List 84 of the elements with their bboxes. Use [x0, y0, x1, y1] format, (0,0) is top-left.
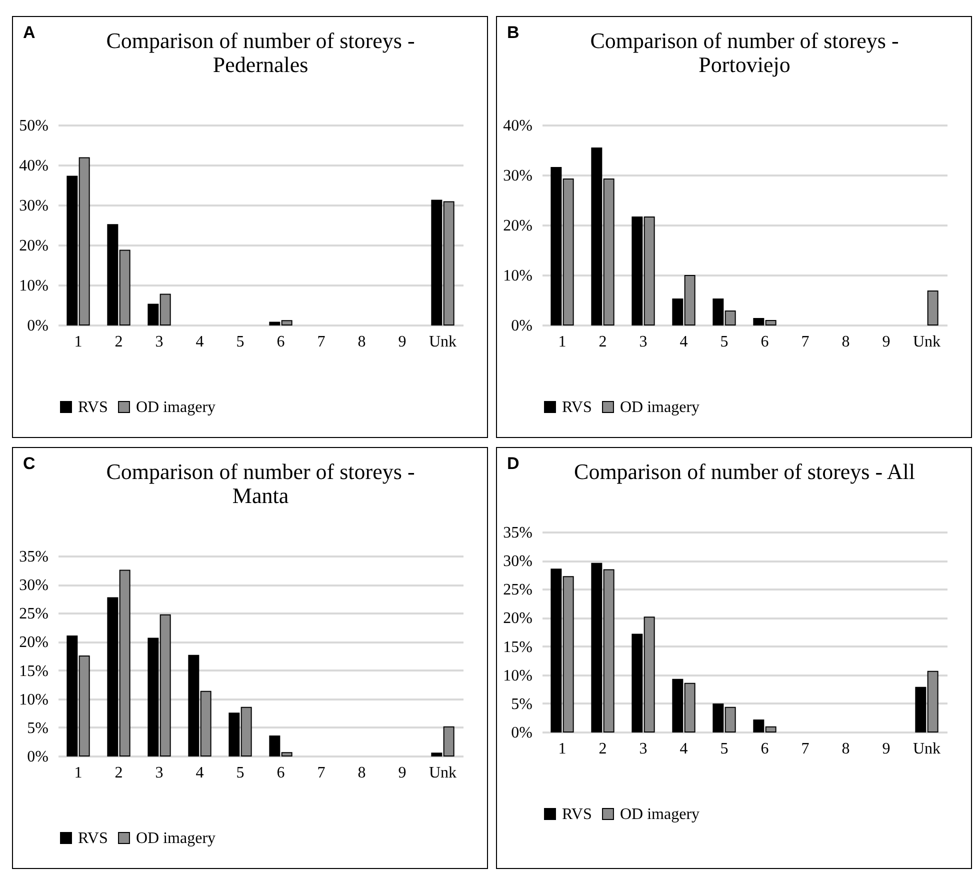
- x-tick-label: Unk: [428, 334, 457, 350]
- y-tick-label: 40%: [503, 118, 532, 134]
- x-tick-label: 2: [598, 334, 607, 350]
- y-tick-label: 30%: [503, 168, 532, 184]
- legend-label: RVS: [562, 399, 592, 416]
- text: B: [507, 23, 520, 43]
- y-tick-label: 30%: [503, 553, 532, 570]
- x-tick-label: 6: [276, 334, 285, 350]
- x-tick-label: Unk: [912, 740, 941, 758]
- x-tick-label: 1: [558, 740, 566, 758]
- x-tick-label: 1: [74, 764, 82, 782]
- x-tick-label: 8: [842, 740, 850, 758]
- chart-title: Comparison of number of storeys - Pedernales: [106, 28, 415, 77]
- legend-label: RVS: [78, 399, 108, 416]
- x-tick-label: 8: [358, 334, 366, 350]
- text: C: [23, 454, 36, 474]
- x-tick-label: 7: [801, 334, 810, 350]
- x-tick-label: 1: [74, 334, 82, 350]
- y-tick-label: 30%: [19, 198, 48, 214]
- x-tick-label: 6: [276, 764, 285, 782]
- legend-label: RVS: [562, 806, 592, 823]
- x-tick-label: 8: [842, 334, 850, 350]
- x-tick-label: 5: [720, 334, 728, 350]
- legend-label: OD imagery: [136, 830, 216, 847]
- y-tick-label: 5%: [27, 720, 48, 737]
- bar: [927, 290, 938, 326]
- x-tick-label: Unk: [912, 334, 941, 350]
- y-tick-label: 10%: [19, 691, 48, 708]
- x-tick-label: 2: [114, 764, 123, 782]
- x-tick-label: Unk: [428, 764, 457, 782]
- x-tick-label: 4: [680, 740, 688, 758]
- x-tick-label: 3: [639, 740, 648, 758]
- y-tick-label: 25%: [503, 582, 532, 599]
- y-tick-label: 0%: [27, 318, 48, 334]
- y-tick-label: 40%: [19, 158, 48, 174]
- y-tick-label: 5%: [511, 696, 532, 713]
- y-tick-label: 20%: [19, 634, 48, 652]
- legend-label: OD imagery: [620, 806, 700, 823]
- x-tick-label: 9: [398, 764, 406, 782]
- y-tick-label: 30%: [19, 577, 48, 594]
- x-tick-label: 7: [801, 740, 810, 758]
- x-tick-label: 9: [398, 334, 406, 350]
- y-tick-label: 0%: [511, 724, 532, 742]
- x-tick-label: 2: [598, 740, 607, 758]
- y-tick-label: 0%: [511, 318, 532, 334]
- y-tick-label: 25%: [19, 606, 48, 623]
- text: A: [23, 23, 36, 43]
- x-tick-label: 5: [236, 764, 244, 782]
- x-tick-label: 7: [317, 764, 326, 782]
- x-tick-label: 6: [760, 740, 769, 758]
- x-tick-label: 1: [558, 334, 566, 350]
- legend-label: OD imagery: [620, 399, 700, 416]
- y-tick-label: 20%: [19, 238, 48, 254]
- chart-title: Comparison of number of storeys - Portoviejo: [590, 28, 899, 77]
- legend-label: RVS: [78, 830, 108, 847]
- y-tick-label: 35%: [503, 524, 532, 542]
- y-tick-label: 15%: [19, 662, 48, 680]
- y-tick-label: 15%: [503, 638, 532, 656]
- x-tick-label: 9: [882, 334, 890, 350]
- y-tick-label: 20%: [503, 218, 532, 234]
- y-tick-label: 0%: [27, 748, 48, 766]
- y-tick-label: 10%: [19, 278, 48, 294]
- chart-title: Comparison of number of storeys - Manta: [106, 459, 415, 508]
- x-tick-label: 4: [680, 334, 688, 350]
- x-tick-label: 3: [639, 334, 648, 350]
- legend-label: OD imagery: [136, 399, 216, 416]
- x-tick-label: 3: [155, 334, 164, 350]
- x-tick-label: 4: [196, 764, 204, 782]
- y-tick-label: 20%: [503, 610, 532, 628]
- y-tick-label: 10%: [503, 268, 532, 284]
- y-tick-label: 50%: [19, 118, 48, 134]
- x-tick-label: 4: [196, 334, 204, 350]
- x-tick-label: 6: [760, 334, 769, 350]
- x-tick-label: 3: [155, 764, 164, 782]
- x-tick-label: 7: [317, 334, 326, 350]
- text: D: [507, 454, 520, 474]
- x-tick-label: 9: [882, 740, 890, 758]
- x-tick-label: 2: [114, 334, 123, 350]
- x-tick-label: 8: [358, 764, 366, 782]
- y-tick-label: 35%: [19, 548, 48, 566]
- x-tick-label: 5: [236, 334, 244, 350]
- x-tick-label: 5: [720, 740, 728, 758]
- chart-title: Comparison of number of storeys - All: [574, 459, 915, 484]
- y-tick-label: 10%: [503, 667, 532, 684]
